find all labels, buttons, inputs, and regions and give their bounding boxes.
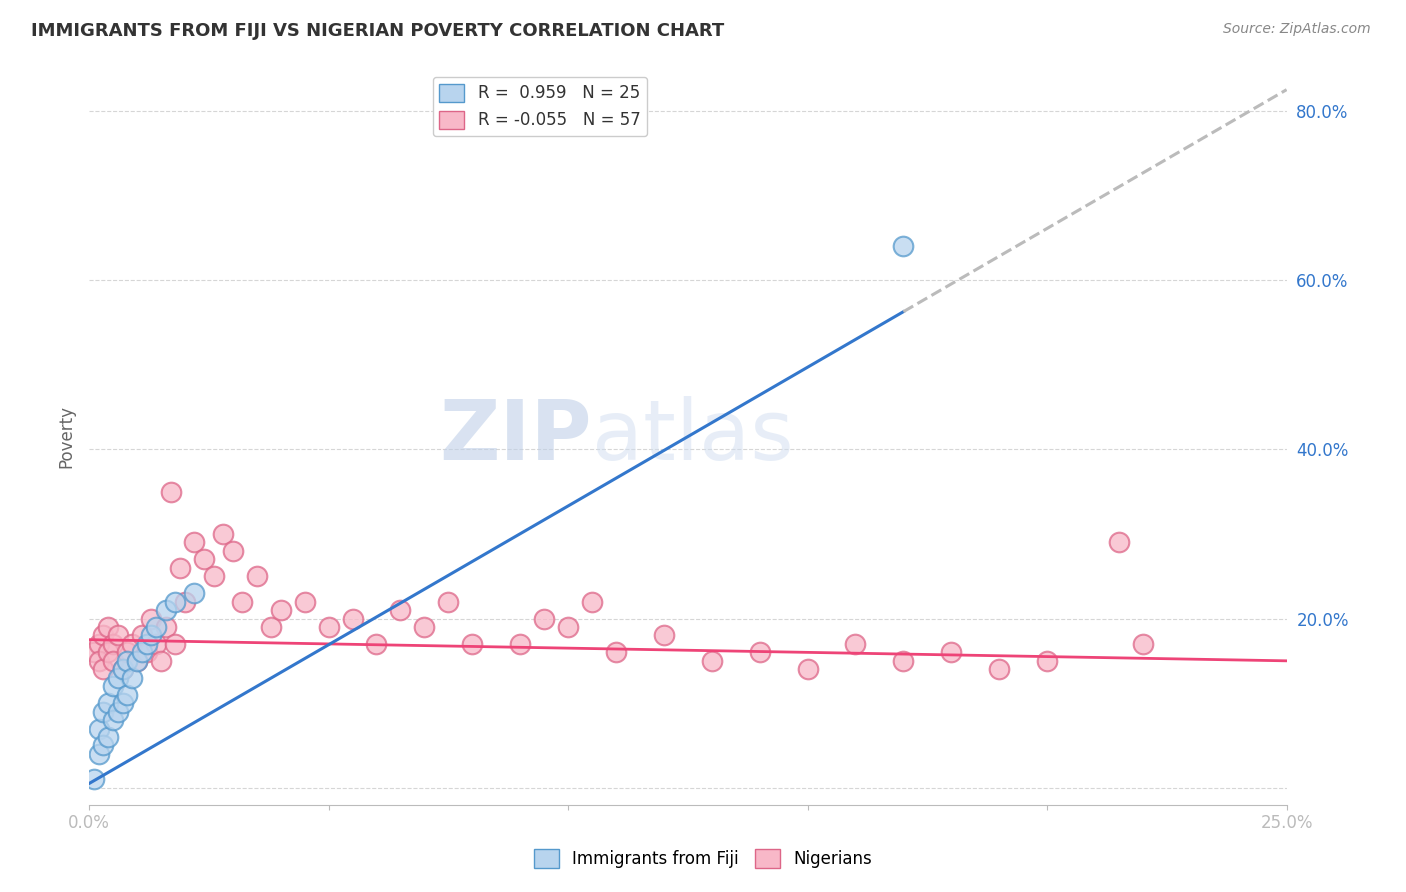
Point bbox=[87, 747, 110, 761]
Point bbox=[231, 594, 253, 608]
Y-axis label: Poverty: Poverty bbox=[58, 405, 75, 468]
Point bbox=[557, 620, 579, 634]
Legend: R =  0.959   N = 25, R = -0.055   N = 57: R = 0.959 N = 25, R = -0.055 N = 57 bbox=[433, 77, 647, 136]
Point bbox=[93, 662, 115, 676]
Point bbox=[202, 569, 225, 583]
Point bbox=[700, 654, 723, 668]
Point bbox=[141, 628, 163, 642]
Point bbox=[159, 484, 181, 499]
Point bbox=[260, 620, 283, 634]
Point bbox=[165, 637, 187, 651]
Text: IMMIGRANTS FROM FIJI VS NIGERIAN POVERTY CORRELATION CHART: IMMIGRANTS FROM FIJI VS NIGERIAN POVERTY… bbox=[31, 22, 724, 40]
Point bbox=[533, 611, 555, 625]
Point bbox=[107, 628, 129, 642]
Point bbox=[155, 620, 177, 634]
Point bbox=[413, 620, 436, 634]
Point bbox=[97, 620, 120, 634]
Point bbox=[149, 654, 172, 668]
Point bbox=[87, 654, 110, 668]
Point bbox=[145, 637, 167, 651]
Point bbox=[941, 645, 963, 659]
Point bbox=[93, 628, 115, 642]
Point bbox=[111, 662, 134, 676]
Point bbox=[844, 637, 866, 651]
Point bbox=[131, 645, 153, 659]
Point bbox=[83, 645, 105, 659]
Text: ZIP: ZIP bbox=[440, 396, 592, 477]
Point bbox=[389, 603, 412, 617]
Point bbox=[107, 671, 129, 685]
Point bbox=[125, 654, 148, 668]
Point bbox=[101, 679, 124, 693]
Point bbox=[93, 739, 115, 753]
Point bbox=[101, 637, 124, 651]
Point bbox=[1132, 637, 1154, 651]
Point bbox=[125, 654, 148, 668]
Point bbox=[111, 696, 134, 710]
Point bbox=[135, 645, 157, 659]
Point bbox=[131, 628, 153, 642]
Point bbox=[652, 628, 675, 642]
Point bbox=[893, 654, 915, 668]
Point bbox=[111, 662, 134, 676]
Text: Source: ZipAtlas.com: Source: ZipAtlas.com bbox=[1223, 22, 1371, 37]
Point bbox=[97, 696, 120, 710]
Point bbox=[605, 645, 627, 659]
Point bbox=[212, 527, 235, 541]
Point bbox=[748, 645, 770, 659]
Point bbox=[437, 594, 460, 608]
Point bbox=[294, 594, 316, 608]
Point bbox=[121, 637, 143, 651]
Point bbox=[461, 637, 484, 651]
Point bbox=[581, 594, 603, 608]
Point bbox=[121, 671, 143, 685]
Point bbox=[318, 620, 340, 634]
Point bbox=[193, 552, 215, 566]
Point bbox=[173, 594, 195, 608]
Point bbox=[117, 645, 139, 659]
Point bbox=[87, 722, 110, 736]
Point bbox=[183, 535, 205, 549]
Point bbox=[796, 662, 818, 676]
Point bbox=[183, 586, 205, 600]
Point bbox=[342, 611, 364, 625]
Point bbox=[165, 594, 187, 608]
Point bbox=[169, 560, 191, 574]
Point bbox=[107, 705, 129, 719]
Point bbox=[1108, 535, 1130, 549]
Point bbox=[87, 637, 110, 651]
Point bbox=[366, 637, 388, 651]
Point bbox=[83, 772, 105, 787]
Point bbox=[93, 705, 115, 719]
Point bbox=[97, 645, 120, 659]
Text: atlas: atlas bbox=[592, 396, 794, 477]
Point bbox=[101, 713, 124, 727]
Point bbox=[222, 544, 245, 558]
Point bbox=[270, 603, 292, 617]
Point bbox=[155, 603, 177, 617]
Point bbox=[509, 637, 531, 651]
Point bbox=[101, 654, 124, 668]
Point bbox=[141, 611, 163, 625]
Point bbox=[1036, 654, 1059, 668]
Point bbox=[988, 662, 1011, 676]
Legend: Immigrants from Fiji, Nigerians: Immigrants from Fiji, Nigerians bbox=[527, 843, 879, 875]
Point bbox=[135, 637, 157, 651]
Point bbox=[893, 239, 915, 253]
Point bbox=[117, 654, 139, 668]
Point bbox=[117, 688, 139, 702]
Point bbox=[97, 730, 120, 744]
Point bbox=[246, 569, 269, 583]
Point bbox=[145, 620, 167, 634]
